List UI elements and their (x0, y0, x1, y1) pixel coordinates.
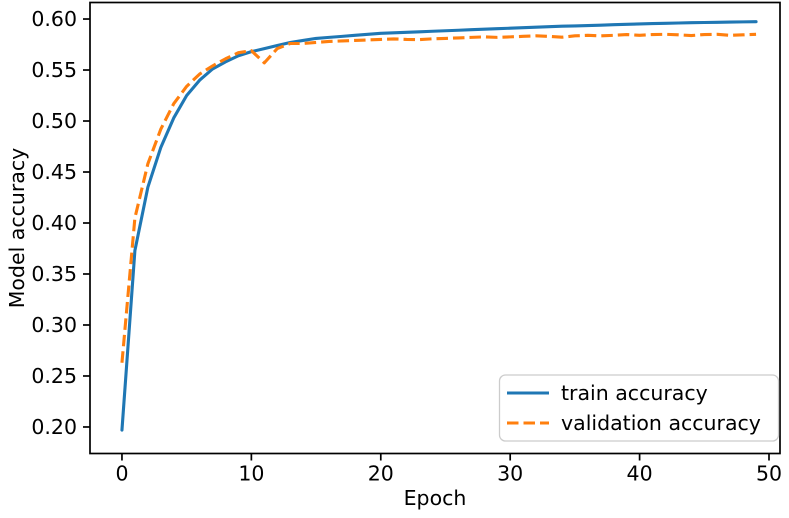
y-tick-label: 0.55 (31, 58, 77, 82)
x-tick-label: 40 (627, 462, 653, 486)
y-tick-label: 0.40 (31, 211, 77, 235)
y-tick-label: 0.45 (31, 160, 77, 184)
axes-border (89, 1, 781, 455)
validation-accuracy-line (120, 32, 757, 363)
axes-spines (89, 1, 781, 455)
legend-box (498, 374, 780, 442)
x-tick-label: 50 (756, 462, 782, 486)
x-tick-label: 20 (368, 462, 394, 486)
x-tick-label: 10 (238, 462, 264, 486)
y-axis: 0.20 0.25 0.30 0.35 0.40 0.45 0.50 0.55 0.60 (31, 7, 90, 439)
legend-label: train accuracy (561, 381, 708, 405)
y-axis-label: Model accuracy (5, 148, 29, 309)
legend: train accuracy validation accuracy (498, 374, 780, 442)
y-tick-label: 0.35 (31, 262, 77, 286)
x-axis-label: Epoch (404, 486, 467, 510)
legend-label: validation accuracy (561, 411, 761, 435)
series-layer (120, 20, 758, 432)
train-accuracy-line (120, 20, 758, 432)
x-tick-label: 30 (497, 462, 523, 486)
y-tick-label: 0.20 (31, 415, 77, 439)
y-tick-label: 0.30 (31, 313, 77, 337)
y-tick-label: 0.50 (31, 109, 77, 133)
x-tick-label: 0 (115, 462, 128, 486)
y-tick-label: 0.60 (31, 7, 77, 31)
x-axis: 0 10 20 30 40 50 (115, 453, 782, 486)
y-tick-label: 0.25 (31, 364, 77, 388)
